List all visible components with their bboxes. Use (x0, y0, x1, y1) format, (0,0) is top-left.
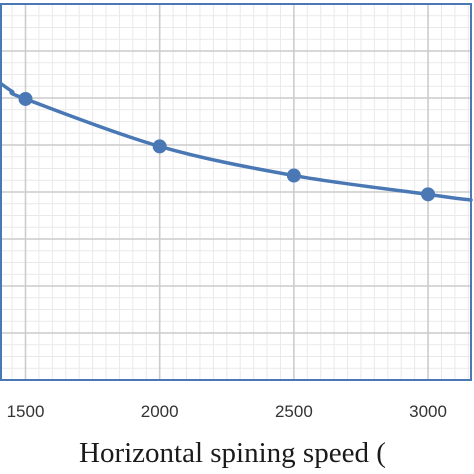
x-tick-label: 1500 (7, 402, 45, 421)
x-tick-label: 3000 (409, 402, 447, 421)
data-point (152, 139, 167, 154)
x-tick-labels: 1500 2000 2500 3000 (7, 402, 447, 421)
x-tick-label: 2000 (141, 402, 179, 421)
data-point (18, 91, 33, 106)
plot-area-border (0, 3, 472, 381)
major-gridlines (0, 4, 471, 380)
x-tick-label: 2500 (275, 402, 313, 421)
series-line (0, 81, 473, 202)
data-point (286, 168, 301, 183)
data-points (18, 91, 436, 202)
data-point (421, 187, 436, 202)
x-axis-title: Horizontal spining speed ( (79, 437, 386, 469)
